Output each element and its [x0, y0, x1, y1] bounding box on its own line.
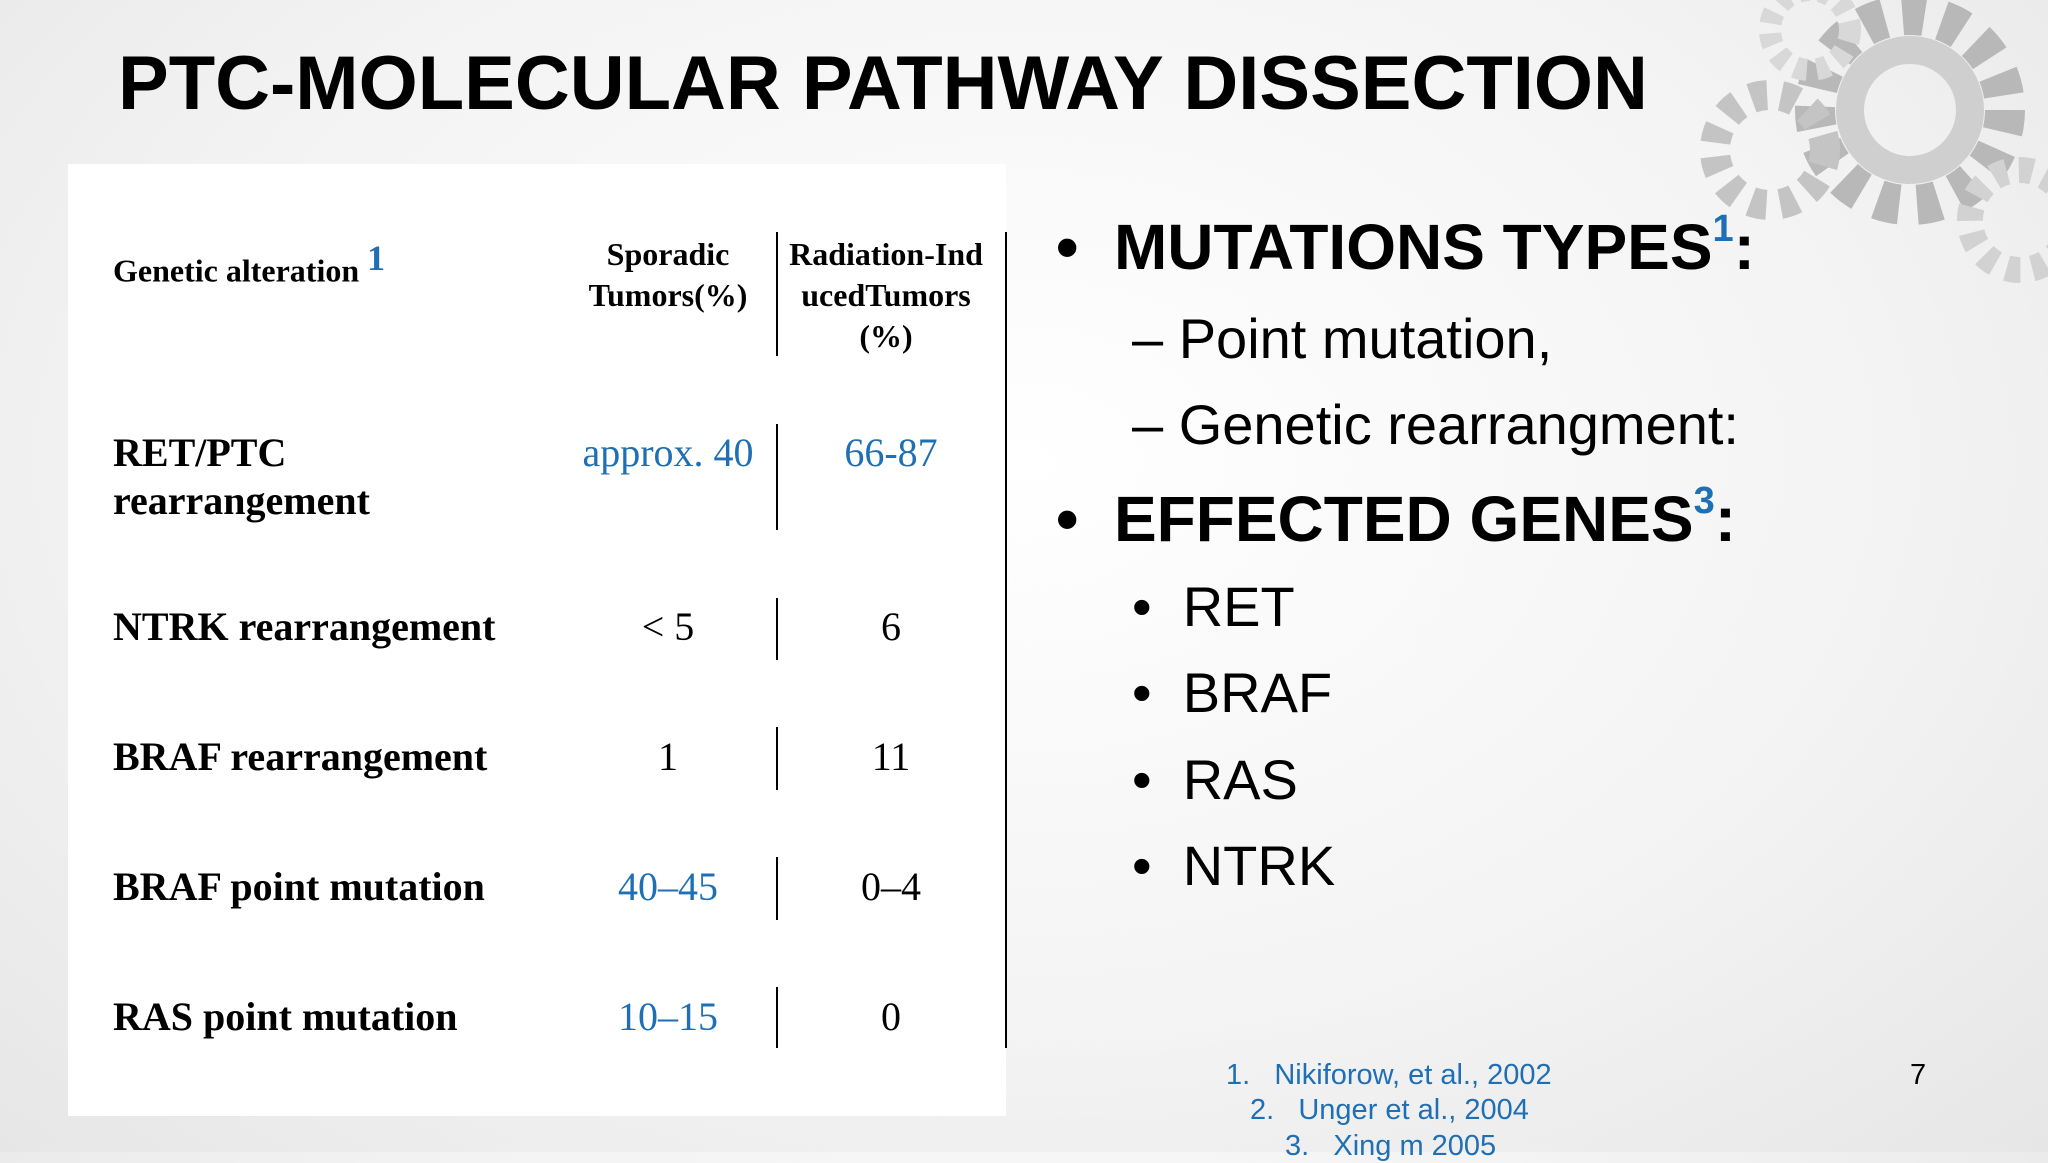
sub-item: • BRAF	[1132, 661, 1333, 724]
sub-item-text: Genetic rearrangment:	[1178, 393, 1739, 456]
row-label: BRAF point mutation	[113, 864, 485, 909]
reference-mark: 1	[1712, 208, 1734, 250]
sub-item: – Genetic rearrangment:	[1132, 393, 1739, 456]
header-cell: Sporadic Tumors(%)	[588, 236, 748, 313]
gear	[1836, 36, 1984, 184]
column-separator	[776, 987, 778, 1048]
sub-item: – Point mutation,	[1132, 307, 1553, 370]
row-label: BRAF rearrangement	[113, 734, 488, 779]
reference-number: 3.	[1285, 1130, 1310, 1162]
reference-number: 1.	[1226, 1059, 1251, 1091]
bullet-suffix: :	[1714, 483, 1737, 555]
reference-text: Nikiforow, et al., 2002	[1274, 1059, 1552, 1091]
column-separator	[776, 424, 778, 530]
reference-text: Unger et al., 2004	[1298, 1094, 1529, 1126]
reference-mark: 3	[1693, 480, 1715, 522]
sub-item-text: RAS	[1182, 748, 1298, 811]
table-cell: 40–45	[618, 864, 718, 909]
table-cell: approx. 40	[582, 430, 754, 475]
column-separator	[776, 727, 778, 790]
sub-item: • RET	[1132, 575, 1295, 638]
bullet: • MUTATIONS TYPES1:	[1056, 208, 1755, 283]
row-label: RAS point mutation	[113, 994, 458, 1039]
reference: 3. Xing m 2005	[1285, 1130, 1496, 1163]
table-cell: 11	[871, 734, 911, 779]
row-label: NTRK rearrangement	[113, 604, 496, 649]
reference: 2. Unger et al., 2004	[1250, 1094, 1529, 1127]
slide-title: PTC-MOLECULAR PATHWAY DISSECTION	[118, 41, 1648, 126]
table-cell: 0–4	[861, 864, 921, 909]
reference: 1. Nikiforow, et al., 2002	[1226, 1059, 1552, 1092]
bullet: • EFFECTED GENES3:	[1056, 480, 1737, 555]
bullet-text: MUTATIONS TYPES	[1113, 211, 1713, 283]
header-cell: Radiation-InducedTumors (%)	[789, 236, 983, 354]
reference-text: Xing m 2005	[1333, 1130, 1497, 1162]
sub-item-text: NTRK	[1182, 834, 1336, 897]
column-separator	[776, 232, 778, 356]
column-separator	[776, 598, 778, 660]
row-label: RET/PTC rearrangement	[113, 430, 370, 523]
table-cell: 6	[881, 604, 901, 649]
table-cell: 0	[881, 994, 901, 1039]
sub-item: • NTRK	[1132, 834, 1336, 897]
table-cell: < 5	[641, 604, 695, 649]
sub-item-text: Point mutation,	[1178, 307, 1553, 370]
table-cell: 10–15	[618, 994, 718, 1039]
reference-mark: 1	[367, 238, 386, 278]
header-cell: Genetic alteration	[113, 252, 360, 289]
page-number: 7	[1910, 1059, 1927, 1091]
gear	[1759, 0, 1861, 81]
sub-item-text: BRAF	[1182, 661, 1333, 724]
table-cell: 1	[658, 734, 678, 779]
column-separator	[776, 857, 778, 920]
gear	[1700, 80, 1840, 220]
reference-number: 2.	[1250, 1094, 1275, 1126]
bullet-text: EFFECTED GENES	[1113, 483, 1694, 555]
sub-item-text: RET	[1182, 575, 1295, 638]
gear-decoration	[1700, 0, 2048, 283]
table-cell: 66-87	[844, 430, 938, 475]
table-panel	[68, 164, 1006, 1116]
gear	[1957, 157, 2048, 283]
sub-item: • RAS	[1132, 748, 1298, 811]
table-border	[1005, 232, 1007, 1048]
bullet-suffix: :	[1733, 211, 1755, 283]
table-header: Genetic alteration 1	[113, 238, 385, 292]
